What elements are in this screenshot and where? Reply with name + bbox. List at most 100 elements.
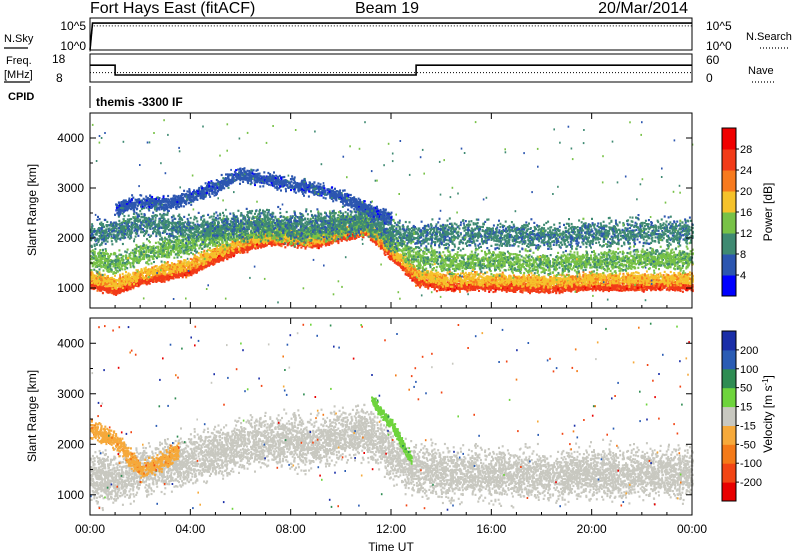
nsky-trace: [89, 22, 692, 51]
power-point: [129, 286, 132, 289]
power-point: [402, 265, 405, 268]
power-point: [324, 244, 327, 247]
power-point: [549, 290, 552, 293]
power-point: [246, 248, 249, 251]
power-point: [671, 285, 674, 288]
power-point: [251, 243, 254, 246]
power-point: [598, 285, 601, 288]
power-point: [488, 290, 491, 293]
power-point: [679, 289, 682, 292]
power-point: [470, 287, 473, 290]
power-point: [226, 257, 229, 260]
power-point: [349, 237, 352, 241]
power-point: [545, 286, 548, 289]
power-point: [675, 287, 678, 291]
power-point: [673, 287, 676, 290]
power-point: [132, 287, 135, 290]
power-point: [654, 288, 657, 292]
power-point: [570, 290, 573, 293]
power-point: [106, 291, 109, 294]
power-point: [462, 283, 465, 286]
power-point: [463, 286, 466, 289]
power-point: [420, 284, 423, 287]
power-point: [570, 288, 573, 291]
frequency-trace: [90, 64, 692, 76]
power-point: [491, 287, 494, 290]
power-point: [567, 288, 570, 291]
power-point: [625, 284, 628, 288]
power-point: [600, 288, 603, 291]
power-point: [625, 287, 628, 290]
noise-right-tick-top: 10^5: [706, 19, 732, 33]
power-point: [647, 286, 650, 289]
power-point: [240, 248, 243, 251]
power-point: [633, 289, 636, 292]
power-point: [602, 290, 605, 293]
nsky-label: N.Sky: [4, 33, 34, 45]
power-point: [642, 290, 645, 293]
freq-tick-bottom: 8: [56, 71, 63, 85]
power-point: [651, 288, 654, 291]
power-point: [610, 285, 613, 288]
power-point: [427, 287, 430, 290]
power-point: [144, 280, 147, 283]
power-point: [678, 288, 681, 291]
power-point: [98, 289, 101, 292]
power-point: [540, 286, 543, 289]
power-point: [616, 282, 619, 286]
power-point: [183, 272, 186, 275]
power-point: [478, 289, 480, 292]
power-point: [161, 275, 164, 278]
power-point: [202, 266, 205, 270]
power-point: [300, 246, 303, 249]
power-point: [216, 260, 219, 263]
power-point: [508, 285, 511, 288]
power-point: [409, 276, 412, 280]
power-point: [275, 243, 278, 246]
power-point: [468, 289, 471, 292]
power-point: [611, 287, 614, 290]
power-point: [630, 288, 633, 292]
power-point: [190, 274, 193, 277]
power-point: [645, 287, 648, 290]
power-point: [120, 289, 123, 292]
power-point: [691, 289, 694, 293]
power-point: [521, 291, 524, 294]
power-point: [96, 289, 99, 292]
power-point: [415, 279, 418, 282]
power-point: [153, 279, 156, 282]
power-point: [124, 286, 127, 289]
power-point: [608, 289, 610, 293]
freq-label-line1: Freq.: [6, 55, 32, 67]
power-point: [180, 272, 183, 275]
power-point: [461, 286, 464, 289]
power-point: [562, 288, 565, 291]
power-point: [559, 289, 562, 292]
power-point: [316, 246, 319, 249]
power-point: [597, 282, 600, 285]
power-point: [555, 292, 558, 295]
power-point: [400, 266, 403, 269]
power-point: [595, 285, 598, 288]
power-point: [176, 274, 179, 277]
power-point: [582, 289, 585, 292]
power-point: [591, 289, 594, 292]
power-point: [619, 285, 622, 288]
power-point: [200, 266, 203, 269]
power-point: [535, 290, 538, 293]
power-point: [240, 250, 243, 253]
power-point: [415, 281, 418, 284]
freq-tick-top: 18: [52, 52, 66, 66]
power-point: [452, 290, 455, 293]
power-point: [164, 278, 166, 281]
power-point: [596, 285, 599, 288]
power-point: [682, 286, 685, 289]
power-point: [438, 289, 441, 292]
power-point: [272, 243, 275, 246]
power-point: [460, 287, 463, 290]
power-point: [241, 247, 244, 250]
power-point: [653, 287, 656, 290]
power-point: [604, 288, 607, 291]
power-point: [553, 274, 556, 277]
frequency-panel: Freq. [MHz] 18 8 60 0 Nave: [4, 52, 776, 85]
